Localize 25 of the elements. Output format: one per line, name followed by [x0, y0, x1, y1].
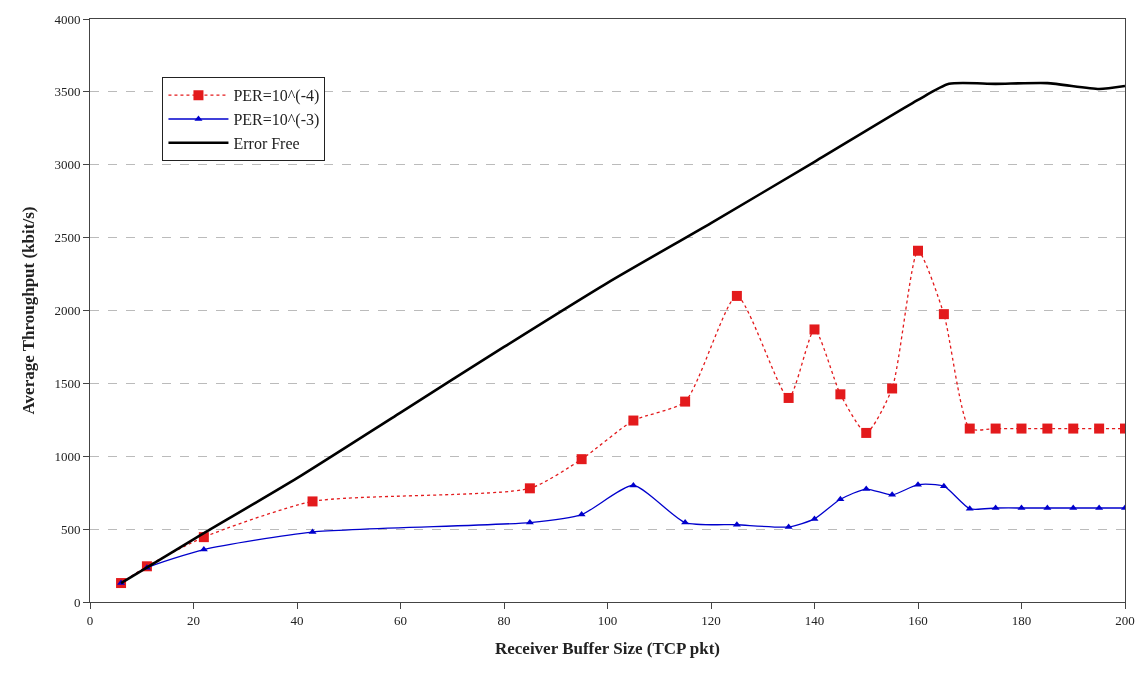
- x-tick-label: 200: [1115, 612, 1135, 628]
- y-tick-label: 4000: [54, 11, 81, 27]
- x-tick-label: 140: [804, 612, 825, 628]
- x-tick-label: 40: [290, 612, 304, 628]
- x-tick-label: 20: [187, 612, 200, 628]
- x-tick-label: 80: [497, 612, 511, 628]
- y-tick-label: 500: [60, 521, 81, 537]
- y-tick-label: 2000: [54, 303, 81, 319]
- legend-label: Error Free: [233, 135, 300, 153]
- x-tick-label: 60: [394, 612, 407, 628]
- x-tick-label: 120: [701, 612, 721, 628]
- x-tick-label: 160: [908, 612, 928, 628]
- y-tick-label: 3000: [54, 157, 81, 173]
- y-tick-label: 0: [73, 594, 81, 610]
- legend-label: PER=10^(-4): [233, 87, 320, 106]
- legend-label: PER=10^(-3): [233, 111, 320, 130]
- x-tick-label: 100: [597, 612, 618, 628]
- y-axis-title: Average Throughput (kbit/s): [18, 206, 38, 415]
- x-tick-label: 180: [1011, 612, 1032, 628]
- y-tick-label: 2500: [54, 230, 81, 246]
- x-tick-label: 0: [86, 612, 94, 628]
- x-axis-title: Receiver Buffer Size (TCP pkt): [494, 639, 721, 658]
- y-tick-label: 1500: [54, 375, 81, 391]
- y-tick-label: 1000: [54, 448, 81, 464]
- y-tick-label: 3500: [54, 84, 81, 100]
